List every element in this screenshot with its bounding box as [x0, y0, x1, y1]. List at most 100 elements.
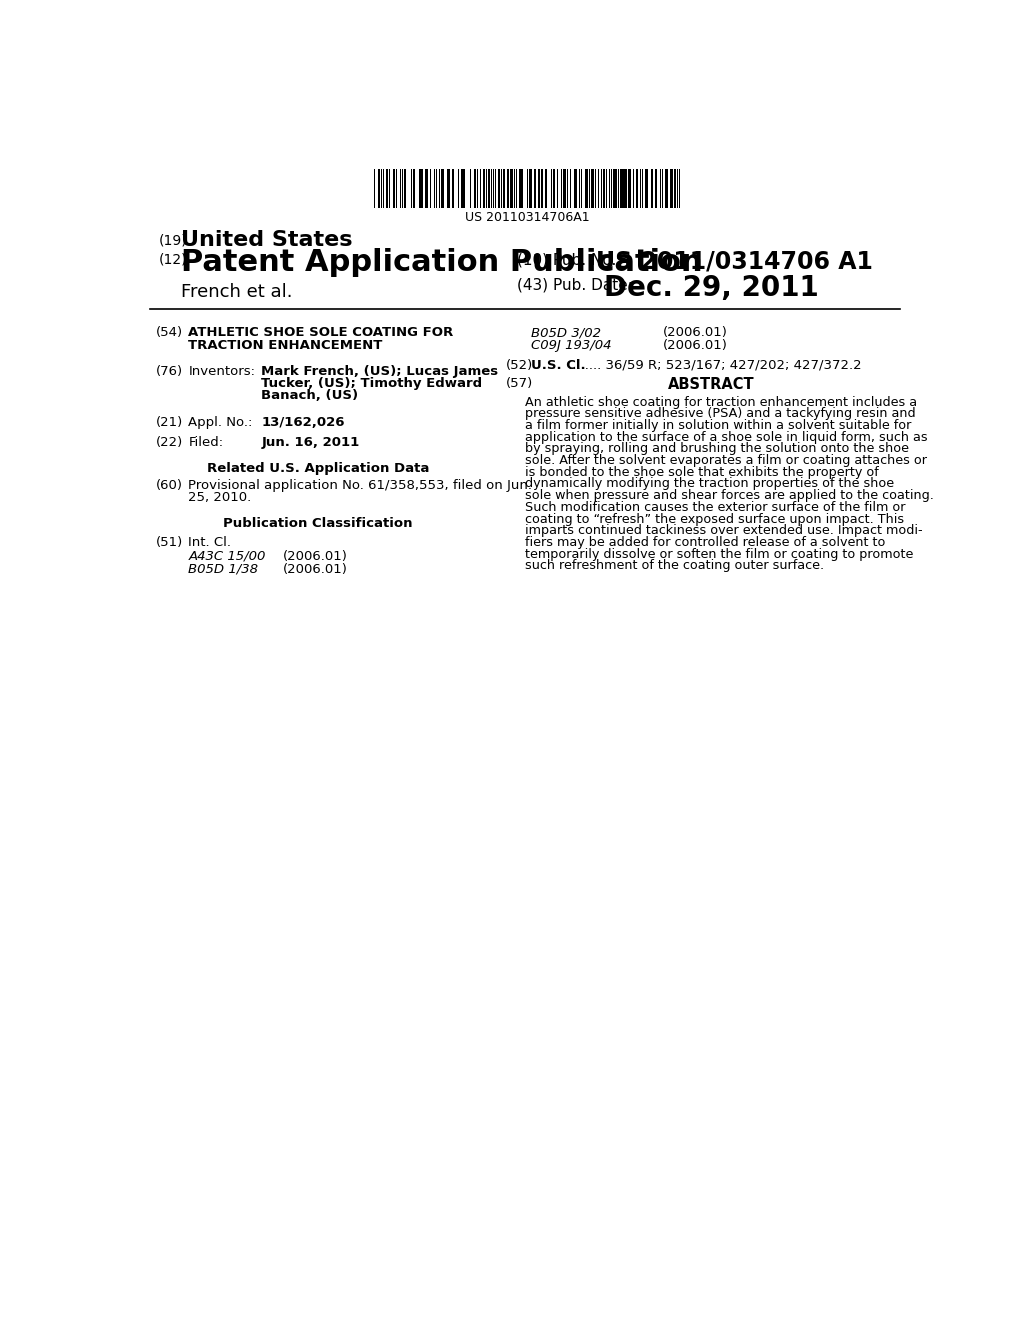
Text: 13/162,026: 13/162,026: [261, 416, 345, 429]
Text: coating to “refresh” the exposed surface upon impact. This: coating to “refresh” the exposed surface…: [524, 512, 904, 525]
Text: 25, 2010.: 25, 2010.: [188, 491, 252, 504]
Text: Mark French, (US); Lucas James: Mark French, (US); Lucas James: [261, 364, 499, 378]
Text: Publication Classification: Publication Classification: [223, 517, 413, 531]
Bar: [621, 169, 622, 207]
Bar: [480, 169, 481, 207]
Text: such refreshment of the coating outer surface.: such refreshment of the coating outer su…: [524, 560, 824, 573]
Bar: [603, 169, 604, 207]
Bar: [438, 169, 440, 207]
Bar: [615, 169, 617, 207]
Bar: [414, 169, 415, 207]
Text: (76): (76): [156, 364, 183, 378]
Bar: [581, 169, 583, 207]
Bar: [645, 169, 648, 207]
Text: sole when pressure and shear forces are applied to the coating.: sole when pressure and shear forces are …: [524, 490, 934, 502]
Text: (2006.01): (2006.01): [283, 562, 348, 576]
Bar: [386, 169, 388, 207]
Text: (21): (21): [156, 416, 183, 429]
Text: (12): (12): [159, 252, 187, 267]
Text: Patent Application Publication: Patent Application Publication: [180, 248, 702, 277]
Text: B05D 3/02: B05D 3/02: [531, 326, 601, 339]
Text: French et al.: French et al.: [180, 284, 292, 301]
Text: (51): (51): [156, 536, 183, 549]
Text: ........ 36/59 R; 523/167; 427/202; 427/372.2: ........ 36/59 R; 523/167; 427/202; 427/…: [563, 359, 861, 372]
Text: Related U.S. Application Data: Related U.S. Application Data: [207, 462, 429, 475]
Bar: [636, 169, 638, 207]
Bar: [566, 169, 568, 207]
Bar: [378, 169, 380, 207]
Text: a film former initially in solution within a solvent suitable for: a film former initially in solution with…: [524, 418, 911, 432]
Text: imparts continued tackiness over extended use. Impact modi-: imparts continued tackiness over extende…: [524, 524, 923, 537]
Bar: [518, 169, 521, 207]
Bar: [535, 169, 536, 207]
Bar: [507, 169, 509, 207]
Text: is bonded to the shoe sole that exhibits the property of: is bonded to the shoe sole that exhibits…: [524, 466, 879, 479]
Bar: [672, 169, 673, 207]
Bar: [446, 169, 450, 207]
Bar: [452, 169, 454, 207]
Bar: [595, 169, 596, 207]
Text: (60): (60): [156, 479, 183, 492]
Text: Filed:: Filed:: [188, 436, 223, 449]
Text: Inventors:: Inventors:: [188, 364, 255, 378]
Bar: [420, 169, 423, 207]
Text: (54): (54): [156, 326, 183, 339]
Text: Such modification causes the exterior surface of the film or: Such modification causes the exterior su…: [524, 500, 905, 513]
Bar: [393, 169, 395, 207]
Bar: [677, 169, 678, 207]
Bar: [510, 169, 512, 207]
Text: Int. Cl.: Int. Cl.: [188, 536, 231, 549]
Text: US 20110314706A1: US 20110314706A1: [465, 211, 590, 224]
Bar: [495, 169, 496, 207]
Text: Provisional application No. 61/358,553, filed on Jun.: Provisional application No. 61/358,553, …: [188, 479, 532, 492]
Bar: [665, 169, 667, 207]
Text: (2006.01): (2006.01): [283, 549, 348, 562]
Text: Tucker, (US); Timothy Edward: Tucker, (US); Timothy Edward: [261, 378, 482, 391]
Text: (19): (19): [159, 234, 187, 248]
Text: ABSTRACT: ABSTRACT: [668, 378, 754, 392]
Bar: [591, 169, 594, 207]
Text: Dec. 29, 2011: Dec. 29, 2011: [604, 275, 818, 302]
Text: (52): (52): [506, 359, 534, 372]
Text: Appl. No.:: Appl. No.:: [188, 416, 253, 429]
Bar: [617, 169, 620, 207]
Text: (10) Pub. No.:: (10) Pub. No.:: [517, 252, 622, 268]
Bar: [545, 169, 547, 207]
Bar: [573, 169, 577, 207]
Text: (2006.01): (2006.01): [663, 326, 728, 339]
Text: fiers may be added for controlled release of a solvent to: fiers may be added for controlled releas…: [524, 536, 885, 549]
Bar: [528, 169, 531, 207]
Bar: [675, 169, 676, 207]
Bar: [474, 169, 476, 207]
Bar: [655, 169, 657, 207]
Bar: [651, 169, 652, 207]
Text: ATHLETIC SHOE SOLE COATING FOR: ATHLETIC SHOE SOLE COATING FOR: [188, 326, 454, 339]
Text: (2006.01): (2006.01): [663, 339, 728, 352]
Bar: [541, 169, 544, 207]
Text: TRACTION ENHANCEMENT: TRACTION ENHANCEMENT: [188, 339, 383, 351]
Text: dynamically modifying the traction properties of the shoe: dynamically modifying the traction prope…: [524, 478, 894, 491]
Text: (43) Pub. Date:: (43) Pub. Date:: [517, 277, 633, 293]
Bar: [563, 169, 566, 207]
Bar: [411, 169, 413, 207]
Text: by spraying, rolling and brushing the solution onto the shoe: by spraying, rolling and brushing the so…: [524, 442, 909, 455]
Text: temporarily dissolve or soften the film or coating to promote: temporarily dissolve or soften the film …: [524, 548, 913, 561]
Bar: [483, 169, 485, 207]
Text: application to the surface of a shoe sole in liquid form, such as: application to the surface of a shoe sol…: [524, 430, 928, 444]
Bar: [586, 169, 589, 207]
Bar: [498, 169, 500, 207]
Text: United States: United States: [180, 230, 352, 249]
Bar: [426, 169, 428, 207]
Text: B05D 1/38: B05D 1/38: [188, 562, 258, 576]
Text: (57): (57): [506, 378, 534, 391]
Text: An athletic shoe coating for traction enhancement includes a: An athletic shoe coating for traction en…: [524, 396, 916, 409]
Bar: [623, 169, 626, 207]
Bar: [401, 169, 403, 207]
Text: sole. After the solvent evaporates a film or coating attaches or: sole. After the solvent evaporates a fil…: [524, 454, 927, 467]
Bar: [640, 169, 641, 207]
Bar: [487, 169, 489, 207]
Bar: [659, 169, 662, 207]
Bar: [441, 169, 444, 207]
Bar: [613, 169, 614, 207]
Text: pressure sensitive adhesive (PSA) and a tackyfying resin and: pressure sensitive adhesive (PSA) and a …: [524, 408, 915, 420]
